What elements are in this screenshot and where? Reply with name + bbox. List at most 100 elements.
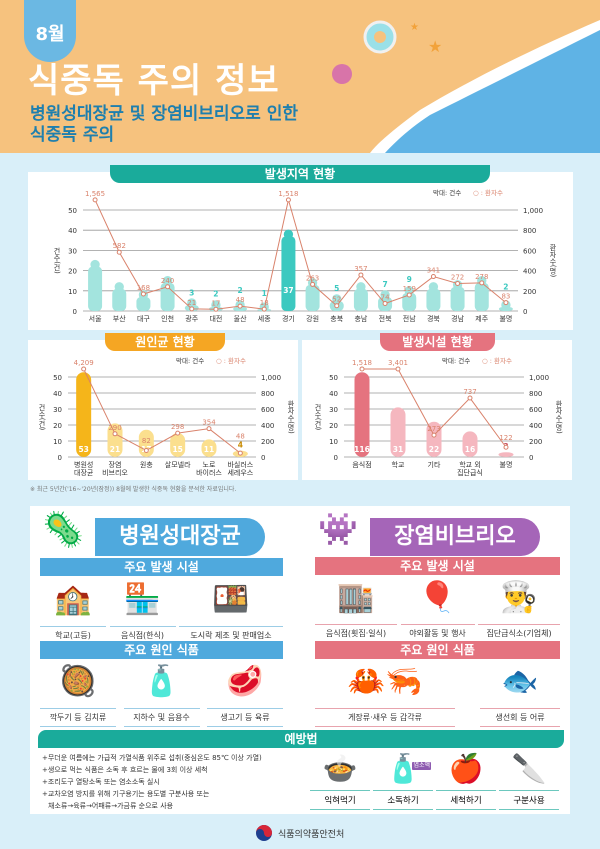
y-tick-label: 50 (68, 207, 77, 215)
y-axis-label: 건수(건) (314, 403, 322, 431)
prevention-header: 예방법 (38, 730, 564, 748)
sushi-restaurant-icon: 🏬 (337, 580, 375, 615)
y2-tick-label: 0 (523, 308, 527, 316)
ecoli-food-header: 주요 원인 식품 (40, 641, 283, 659)
bar-value-label: 9 (407, 275, 412, 284)
bar-head (90, 259, 100, 270)
line-point (285, 197, 291, 203)
bar-value-label: 16 (465, 445, 475, 454)
vibrio-title: 장염비브리오 (370, 518, 540, 556)
line-point (213, 306, 219, 312)
x-tick-label: 경남 (451, 314, 464, 323)
x-tick-label: 강원 (306, 314, 319, 323)
series-line (83, 368, 241, 454)
x-tick-label: 살모넬라 (165, 460, 191, 469)
line-point (503, 444, 509, 450)
bar (498, 452, 514, 457)
bar-head (283, 229, 294, 239)
svg-text:★: ★ (410, 22, 419, 33)
x-tick-label: 서울 (89, 314, 102, 323)
footnote: ※ 최근 5년간('16~'20년(잠정)) 8월에 발생한 식중독 현황을 분… (30, 486, 237, 493)
bar-value-label: 2 (213, 289, 218, 298)
x-tick-label: 바실러스 (227, 460, 253, 469)
pot-icon: 🍲 (322, 752, 358, 785)
y2-tick-label: 400 (261, 422, 274, 430)
bar-head (162, 276, 173, 286)
y2-tick-label: 0 (529, 454, 533, 462)
line-point (81, 366, 87, 372)
y-tick-label: 50 (329, 374, 338, 382)
line-value-label: 1,518 (352, 359, 372, 367)
x-tick-label: 집단급식 (457, 468, 483, 477)
bar-value-label: 1 (262, 289, 267, 298)
x-tick-label: 충북 (330, 314, 343, 323)
x-tick-label: 대전 (209, 314, 222, 323)
disinfect-icon: 🧴 염소액 (385, 752, 431, 785)
ecoli-facility-item: 🍱 도시락 제조 및 판매업소 (179, 578, 283, 645)
y-tick-label: 50 (53, 374, 62, 382)
bar-head (380, 290, 390, 300)
x-tick-label: 노로 (203, 461, 216, 469)
line-value-label: 83 (501, 293, 510, 301)
line-value-label: 278 (475, 273, 488, 281)
y2-tick-label: 400 (529, 422, 542, 430)
x-tick-label: 학교 외 (459, 460, 481, 469)
ecoli-facility-item: 🏪 음식점(한식) (109, 578, 176, 645)
y-tick-label: 0 (334, 454, 338, 462)
line-point (237, 450, 243, 456)
bar-value-label: 22 (429, 445, 439, 454)
x-tick-label: 인천 (161, 314, 174, 323)
y2-tick-label: 1,000 (523, 207, 543, 215)
x-tick-label: 병원성 (74, 460, 93, 469)
line-value-label: 357 (354, 265, 367, 273)
y-axis-label: 건수(건) (53, 246, 61, 274)
cutting-board-icon: 🔪 (511, 752, 547, 785)
prevention-tip: +생으로 먹는 식품은 소독 후 흐르는 물에 3회 이상 세척 (42, 766, 208, 774)
line-value-label: 48 (236, 296, 245, 304)
y-tick-label: 0 (73, 308, 77, 316)
ecoli-mascot-icon: 🦠 (42, 510, 85, 550)
line-point (479, 280, 485, 286)
line-point (92, 197, 98, 203)
line-value-label: 1,565 (85, 190, 105, 198)
subtitle-line2: 식중독 주의 (30, 125, 115, 145)
x-tick-label: 불명 (500, 460, 513, 469)
y-tick-label: 0 (58, 454, 62, 462)
prevention-tip: +조리도구 열탕소독 또는 염소소독 실시 (42, 778, 160, 786)
bar (107, 423, 123, 457)
y2-tick-label: 200 (523, 288, 536, 296)
series-line (94, 199, 507, 310)
line-value-label: 341 (427, 267, 440, 275)
line-value-label: 3,401 (388, 359, 408, 367)
line-point (430, 274, 436, 280)
y-tick-label: 10 (68, 288, 77, 296)
y2-tick-label: 600 (523, 247, 536, 255)
bar-value-label: 53 (78, 445, 88, 454)
line-value-label: 17 (211, 299, 220, 307)
y-tick-label: 40 (53, 390, 62, 398)
y2-axis-label: 환자수(명) (549, 243, 557, 278)
legend-line: ○ : 환자수 (482, 356, 512, 365)
line-point (206, 426, 212, 432)
line-value-label: 82 (142, 437, 151, 445)
bar (462, 431, 478, 457)
ecoli-facility-header: 주요 발생 시설 (40, 558, 283, 576)
bar-value-label: 7 (382, 280, 387, 289)
x-tick-label: 제주 (475, 315, 488, 323)
line-value-label: 240 (161, 277, 174, 285)
line-value-label: 168 (137, 284, 150, 292)
y2-tick-label: 1,000 (261, 374, 281, 382)
bar (112, 288, 127, 311)
beach-illustration: ★★ (332, 20, 600, 153)
line-value-label: 272 (451, 274, 464, 282)
bar-head (211, 300, 221, 310)
school-icon: 🏫 (54, 582, 92, 617)
kimchi-icon: 🥘 (59, 664, 97, 699)
y-tick-label: 30 (329, 406, 338, 414)
line-value-label: 4,209 (74, 359, 94, 367)
x-tick-label: 경기 (282, 314, 295, 323)
x-tick-label: 경북 (427, 314, 440, 323)
y2-tick-label: 600 (529, 406, 542, 414)
x-tick-label: 기타 (428, 460, 441, 469)
line-point (382, 301, 388, 307)
